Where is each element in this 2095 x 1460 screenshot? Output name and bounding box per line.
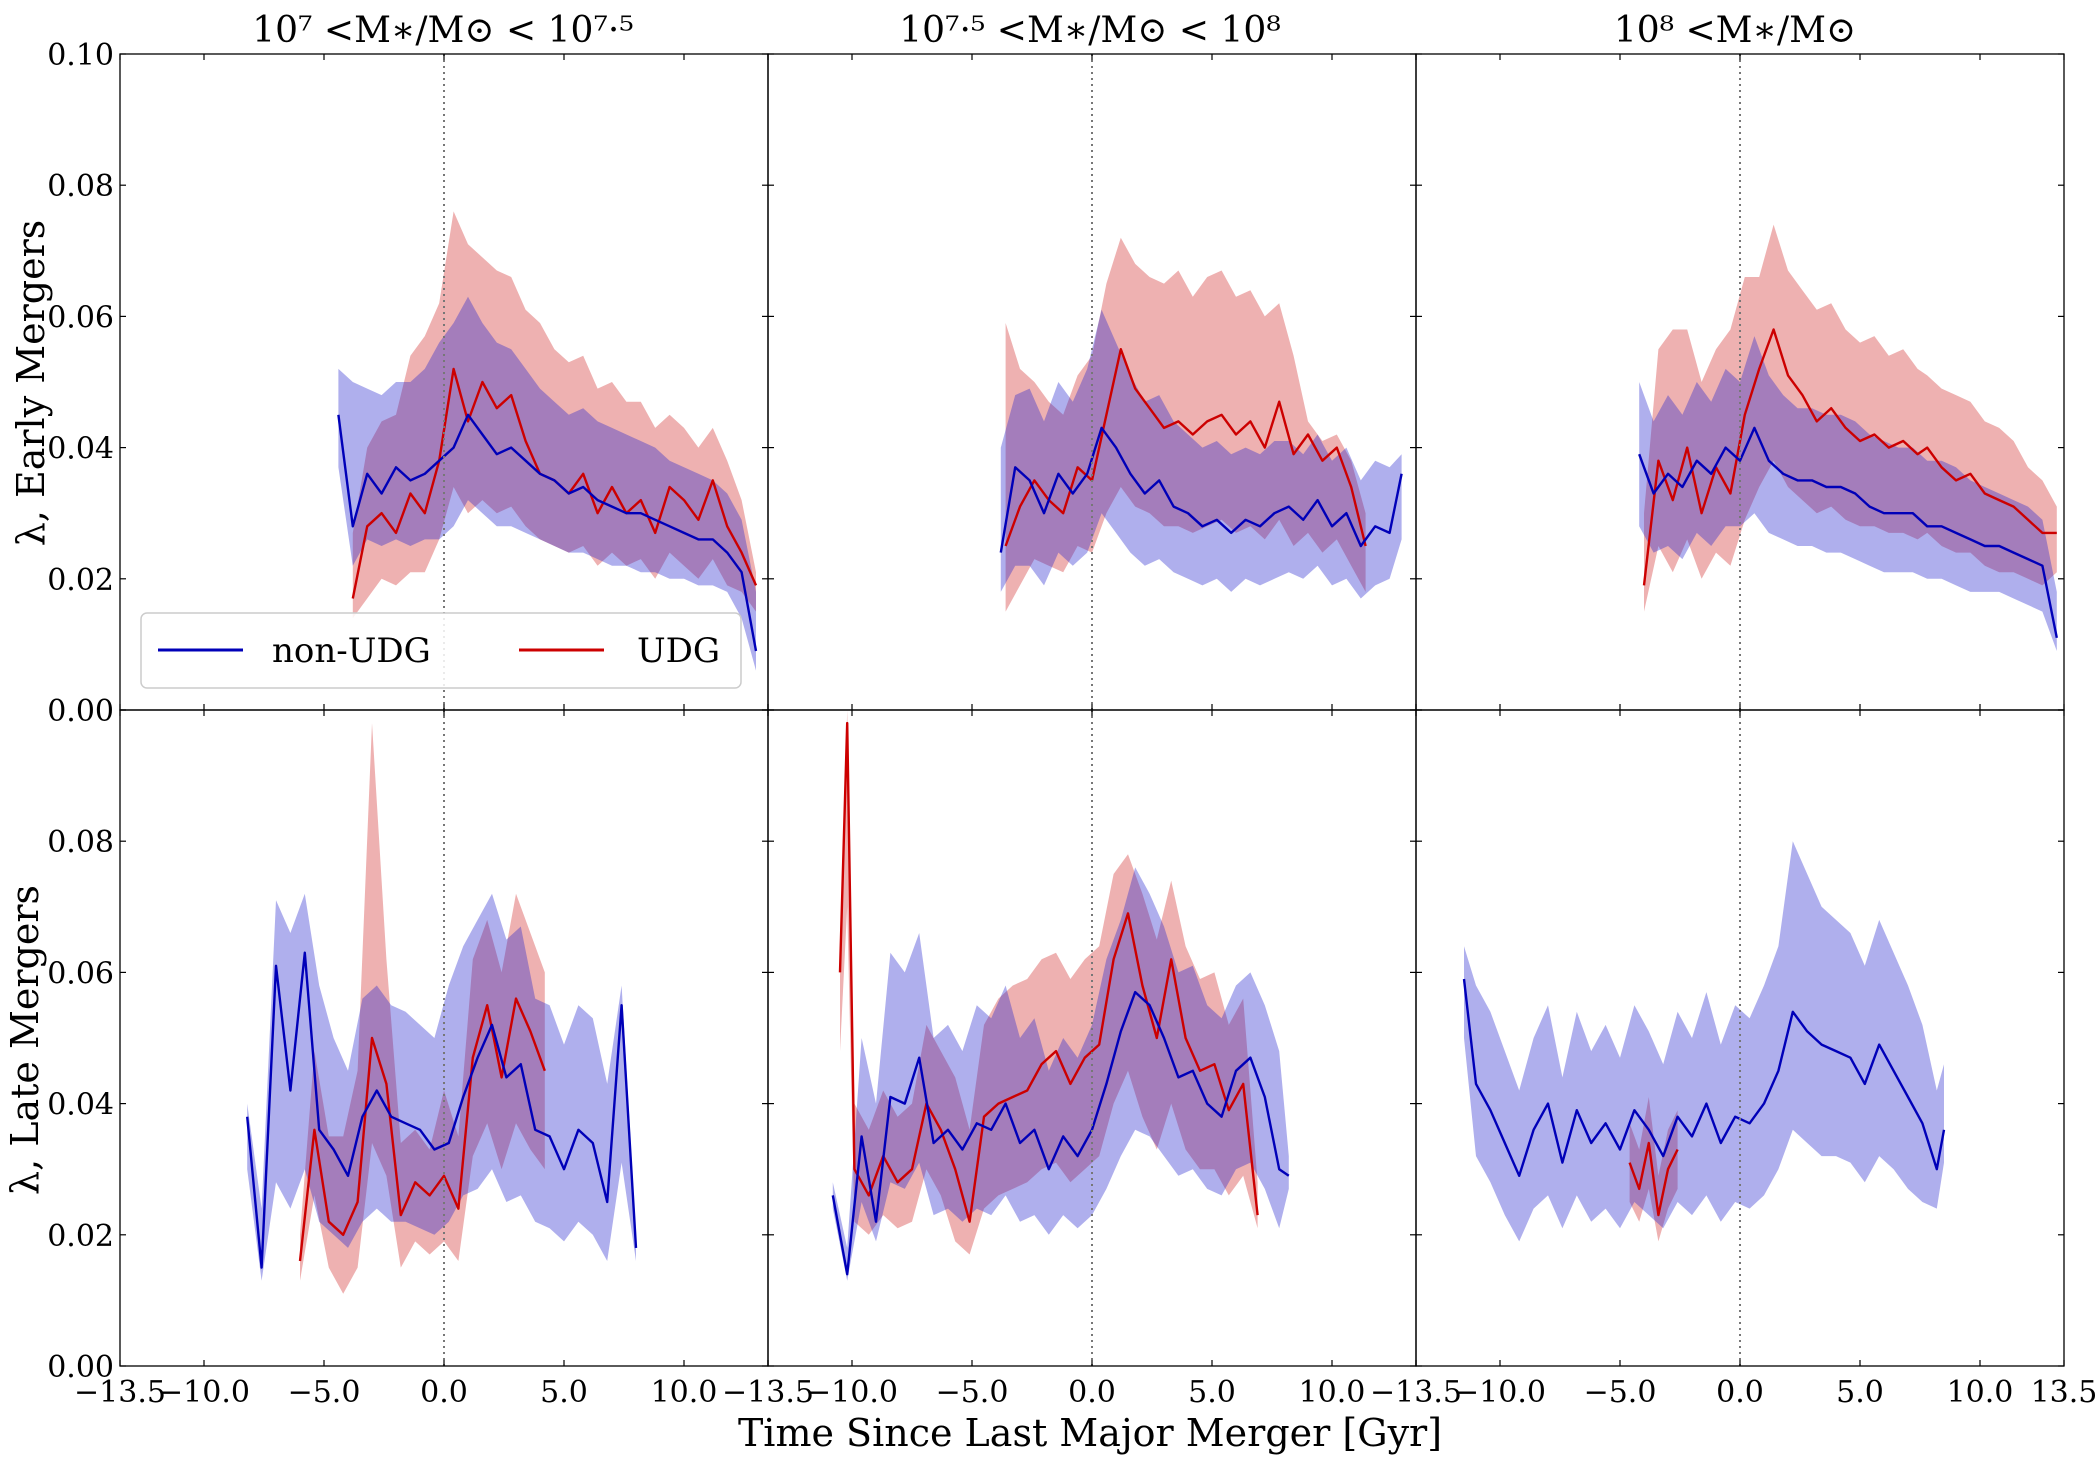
band-non-udg-r0-c0 [338, 296, 756, 671]
y-tick-label: 0.06 [47, 956, 114, 991]
x-tick-label: −10.0 [158, 1375, 250, 1410]
x-tick-label: −13.5 [722, 1375, 814, 1410]
y-tick-label: 0.06 [47, 300, 114, 335]
x-tick-label: −10.0 [1454, 1375, 1546, 1410]
line-non-udg-r0-c0 [337, 413, 758, 652]
band-non-udg-r1-c2 [1464, 841, 1944, 1242]
band-udg-r1-c2 [1629, 1097, 1678, 1242]
band-udg-r0-c1 [1005, 237, 1366, 612]
legend-label-non-udg: non-UDG [272, 631, 431, 671]
line-udg-r0-c1 [1004, 348, 1367, 547]
line-non-udg-r1-c0 [246, 951, 638, 1269]
legend-label-udg: UDG [637, 631, 720, 671]
x-tick-label: 0.0 [420, 1375, 468, 1410]
series-lines [246, 328, 2058, 1276]
x-tick-label: −5.0 [936, 1375, 1009, 1410]
y-axis-label-late: λ, Late Mergers [3, 885, 47, 1195]
band-udg-r1-c1 [840, 710, 1258, 1255]
y-tick-label: 0.02 [47, 563, 114, 598]
x-tick-label: 10.0 [1947, 1375, 2014, 1410]
y-tick-label: 0.00 [47, 694, 114, 729]
panel-title-high-mass: 10⁸ <M∗/M⊙ [1614, 10, 1856, 51]
band-udg-r0-c2 [1644, 224, 2057, 612]
x-tick-label: −10.0 [806, 1375, 898, 1410]
panel-title-low-mass: 10⁷ <M∗/M⊙ < 10⁷·⁵ [252, 10, 634, 51]
band-non-udg-r0-c1 [1000, 309, 1402, 599]
x-tick-label: 5.0 [540, 1375, 588, 1410]
y-tick-label: 0.02 [47, 1219, 114, 1254]
x-tick-label: 10.0 [1299, 1375, 1366, 1410]
y-tick-label: 0.04 [47, 1088, 114, 1123]
line-udg-r1-c2 [1628, 1141, 1679, 1217]
x-tick-label: 0.0 [1068, 1375, 1116, 1410]
x-axis-label: Time Since Last Major Merger [Gyr] [738, 1411, 1442, 1455]
line-non-udg-r0-c1 [999, 426, 1403, 553]
band-non-udg-r1-c0 [247, 893, 636, 1281]
y-tick-label: 0.00 [47, 1350, 114, 1385]
y-tick-label: 0.10 [47, 38, 114, 73]
panel-title-mid-mass: 10⁷·⁵ <M∗/M⊙ < 10⁸ [899, 10, 1281, 51]
confidence-bands [247, 211, 2057, 1294]
y-axis-label-early: λ, Early Mergers [9, 220, 53, 547]
y-tick-label: 0.08 [47, 169, 114, 204]
line-non-udg-r1-c2 [1462, 978, 1946, 1178]
axis-ticks: 0.02 0.04 0.06 0.08 0.10 0.00 0.02 0.04 0.06 0.08… [47, 38, 2095, 1410]
line-non-udg-r1-c1 [831, 990, 1290, 1276]
x-tick-label: 10.0 [651, 1375, 718, 1410]
legend: non-UDG UDG [140, 612, 742, 689]
x-tick-label: −5.0 [1584, 1375, 1657, 1410]
y-tick-label: 0.04 [47, 432, 114, 467]
band-udg-r0-c0 [352, 211, 756, 619]
x-tick-label: 0.0 [1716, 1375, 1764, 1410]
line-non-udg-r0-c2 [1638, 426, 2058, 639]
band-non-udg-r1-c1 [832, 867, 1289, 1281]
line-udg-r1-c1 [838, 721, 1259, 1223]
y-tick-label: 0.08 [47, 825, 114, 860]
legend-box [140, 612, 742, 689]
x-tick-label: −5.0 [288, 1375, 361, 1410]
x-tick-label: 5.0 [1836, 1375, 1884, 1410]
x-tick-label: −13.5 [1370, 1375, 1462, 1410]
line-udg-r0-c2 [1642, 328, 2057, 586]
x-tick-label: 13.5 [2031, 1375, 2095, 1410]
x-tick-label: −13.5 [74, 1375, 166, 1410]
x-tick-label: 5.0 [1188, 1375, 1236, 1410]
